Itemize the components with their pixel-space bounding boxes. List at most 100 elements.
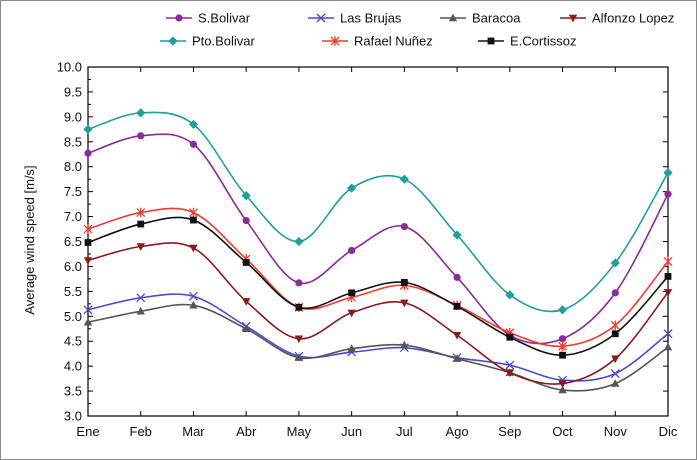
axes: 3.0 3.5 4.0 4.5 5.0 5.5 6.0 6.5 7.0 7.5 8.0 8.5 9.0 9…: [57, 60, 678, 440]
data-point-rafael-nu-ez: [663, 256, 673, 267]
y-tick-label: 7.5: [64, 184, 82, 199]
data-point-alfonzo-lopez: [83, 257, 93, 265]
legend-item-s-bolivar: S.Bolivar: [166, 11, 251, 26]
legend-label: Alfonzo Lopez: [592, 11, 674, 26]
series-line-baracoa: [87, 303, 669, 392]
y-tick-label: 5.5: [64, 284, 82, 299]
data-point-las-brujas: [136, 293, 146, 303]
data-point-e-cortissoz: [348, 289, 356, 297]
series-line-las-brujas: [87, 293, 669, 382]
series-alfonzo-lopez: [83, 242, 673, 388]
x-tick-label: Feb: [130, 424, 152, 439]
y-tick-label: 9.0: [64, 109, 82, 124]
data-point-pto-bolivar: [136, 108, 146, 118]
data-point-s-bolivar: [611, 289, 619, 297]
legend-marker: [316, 13, 326, 23]
data-point-las-brujas: [83, 305, 93, 315]
series-baracoa: [83, 300, 673, 394]
x-tick-label: Jul: [396, 424, 413, 439]
series-s-bolivar: [84, 132, 672, 345]
data-point-baracoa: [189, 300, 198, 309]
data-point-baracoa: [611, 379, 620, 387]
data-point-e-cortissoz: [453, 302, 461, 310]
y-tick-label: 4.5: [64, 334, 82, 349]
legend-item-pto-bolivar: Pto.Bolivar: [160, 34, 256, 49]
y-tick-label: 4.0: [64, 359, 82, 374]
series-line-s-bolivar: [87, 133, 669, 345]
legend-marker: [448, 13, 458, 22]
data-point-s-bolivar: [189, 140, 198, 148]
data-point-s-bolivar: [348, 246, 356, 255]
data-point-pto-bolivar: [83, 124, 93, 134]
series-e-cortissoz: [84, 216, 672, 359]
data-point-rafael-nu-ez: [610, 320, 620, 331]
legend-marker: [568, 14, 578, 23]
y-tick-label: 8.5: [64, 134, 82, 149]
data-point-e-cortissoz: [664, 273, 672, 280]
y-tick-label: 7.0: [64, 209, 82, 224]
data-point-pto-bolivar: [399, 174, 409, 184]
data-point-e-cortissoz: [559, 351, 566, 359]
data-point-alfonzo-lopez: [189, 244, 198, 253]
y-tick-label: 6.5: [64, 234, 82, 249]
x-tick-label: Nov: [604, 424, 628, 439]
legend-item-alfonzo-lopez: Alfonzo Lopez: [560, 11, 674, 26]
legend-label: Las Brujas: [340, 11, 402, 26]
x-tick-label: Sep: [498, 424, 521, 439]
legend-item-rafael-nu-ez: Rafael Nuñez: [322, 34, 433, 49]
x-tick-label: Oct: [552, 424, 573, 439]
legend-label: E.Cortissoz: [510, 34, 576, 49]
data-point-las-brujas: [610, 369, 620, 379]
data-point-baracoa: [400, 340, 409, 349]
legend-item-baracoa: Baracoa: [440, 11, 521, 26]
x-tick-label: Dic: [659, 424, 678, 439]
data-point-las-brujas: [505, 360, 515, 370]
data-point-s-bolivar: [84, 149, 92, 157]
y-tick-label: 8.0: [64, 159, 82, 174]
y-tick-label: 3.5: [64, 384, 82, 399]
data-point-alfonzo-lopez: [136, 243, 145, 251]
data-point-s-bolivar: [242, 216, 250, 225]
data-point-rafael-nu-ez: [188, 207, 198, 218]
series-rafael-nu-ez: [83, 207, 673, 351]
y-tick-label: 6.0: [64, 259, 82, 274]
data-point-s-bolivar: [137, 132, 145, 140]
data-point-e-cortissoz: [400, 278, 408, 286]
data-point-las-brujas: [663, 329, 673, 339]
data-point-pto-bolivar: [294, 236, 304, 247]
data-point-alfonzo-lopez: [558, 380, 567, 388]
data-point-alfonzo-lopez: [663, 289, 673, 297]
data-point-alfonzo-lopez: [400, 299, 409, 308]
data-point-alfonzo-lopez: [294, 335, 304, 344]
series-layer: [83, 108, 673, 394]
legend-marker: [168, 36, 178, 46]
data-point-baracoa: [294, 353, 304, 361]
legend: S.Bolivar Las Brujas Baracoa Alfonzo Lopez P…: [160, 11, 674, 49]
x-tick-label: Jun: [341, 424, 362, 439]
data-point-s-bolivar: [400, 222, 408, 231]
data-point-s-bolivar: [453, 273, 461, 281]
data-point-baracoa: [83, 317, 93, 326]
data-point-rafael-nu-ez: [558, 341, 568, 351]
legend-marker: [330, 36, 340, 46]
y-tick-label: 5.0: [64, 309, 82, 324]
data-point-e-cortissoz: [190, 216, 197, 224]
data-point-baracoa: [347, 344, 356, 352]
series-line-alfonzo-lopez: [87, 242, 669, 385]
legend-label: Rafael Nuñez: [354, 34, 433, 49]
data-point-alfonzo-lopez: [452, 332, 462, 340]
data-point-baracoa: [663, 342, 673, 351]
data-point-rafael-nu-ez: [83, 224, 93, 234]
data-point-pto-bolivar: [241, 191, 251, 201]
series-line-pto-bolivar: [87, 111, 669, 313]
data-point-pto-bolivar: [188, 119, 199, 129]
data-point-baracoa: [136, 306, 145, 315]
y-tick-label: 9.5: [64, 84, 82, 99]
data-point-baracoa: [241, 324, 251, 332]
legend-label: Baracoa: [472, 11, 521, 26]
legend-item-las-brujas: Las Brujas: [308, 11, 402, 26]
data-point-alfonzo-lopez: [241, 298, 251, 306]
y-axis-title: Average wind speed [m/s]: [22, 165, 37, 314]
legend-marker: [487, 37, 495, 45]
